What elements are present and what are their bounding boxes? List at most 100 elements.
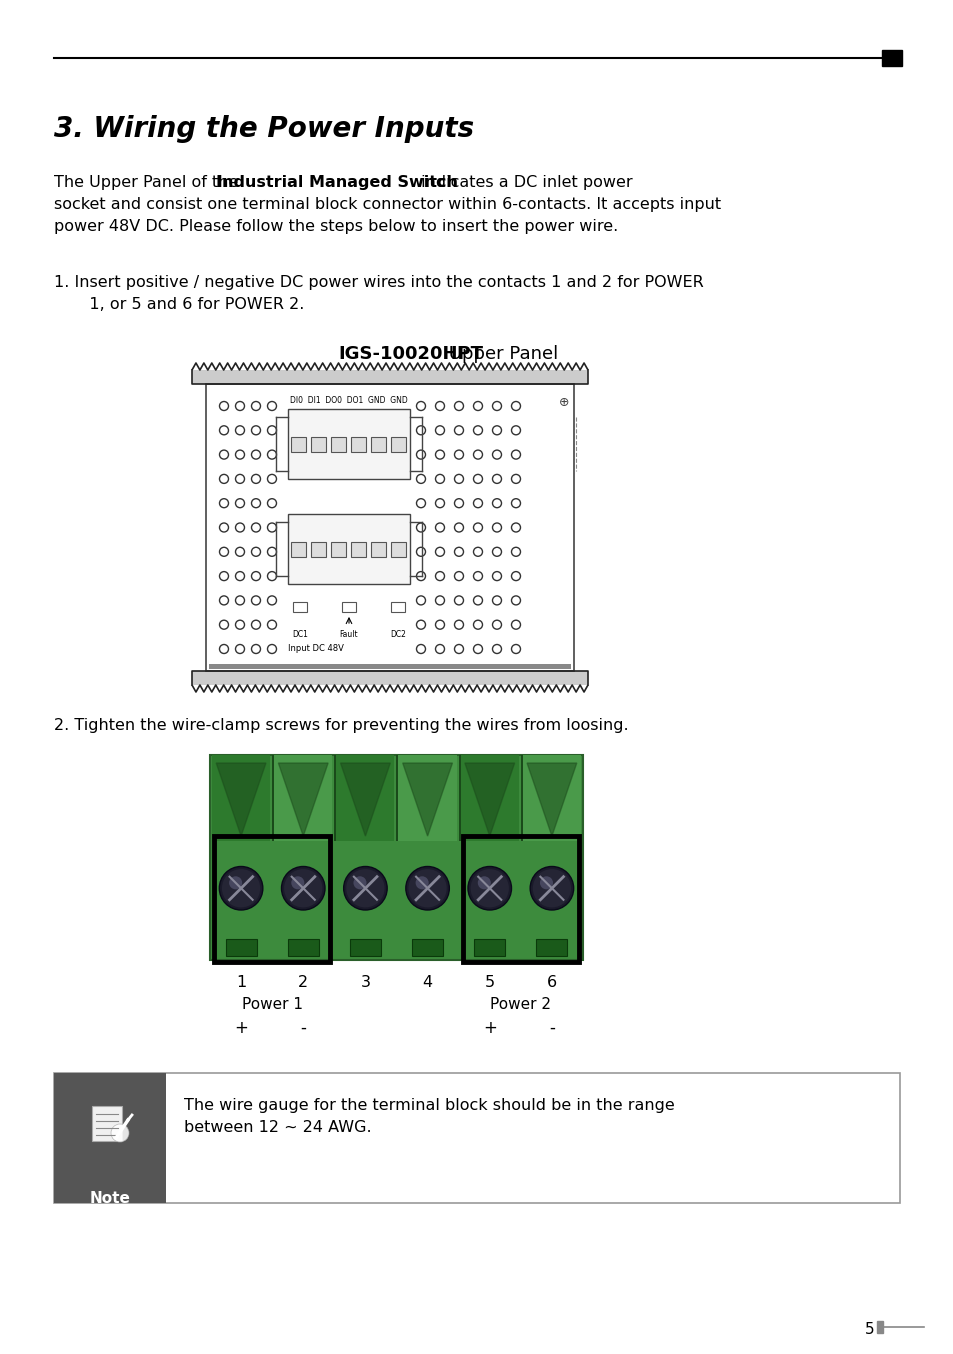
Circle shape	[229, 876, 242, 890]
Circle shape	[291, 876, 304, 890]
Bar	[292, 436, 306, 451]
Text: 6: 6	[546, 975, 557, 990]
Circle shape	[435, 596, 444, 605]
Circle shape	[511, 620, 520, 630]
Bar	[288, 409, 410, 479]
Bar	[396, 756, 398, 841]
Bar	[474, 940, 505, 956]
Bar	[209, 663, 571, 669]
Circle shape	[252, 474, 260, 483]
Circle shape	[219, 498, 229, 508]
Polygon shape	[402, 764, 452, 837]
Circle shape	[235, 523, 244, 532]
Circle shape	[435, 498, 444, 508]
Text: -: -	[300, 1020, 306, 1037]
Polygon shape	[278, 764, 328, 837]
Text: 2: 2	[298, 975, 308, 990]
Circle shape	[235, 450, 244, 459]
Text: +: +	[233, 1020, 248, 1037]
Text: Industrial Managed Switch: Industrial Managed Switch	[215, 175, 457, 190]
Text: ⊕: ⊕	[558, 395, 569, 409]
Circle shape	[511, 596, 520, 605]
Circle shape	[473, 547, 482, 556]
Circle shape	[454, 645, 463, 654]
Circle shape	[267, 523, 276, 532]
Text: 3: 3	[360, 975, 370, 990]
Bar	[458, 756, 460, 841]
Bar	[341, 603, 355, 612]
Circle shape	[408, 869, 446, 907]
Circle shape	[235, 645, 244, 654]
Text: between 12 ~ 24 AWG.: between 12 ~ 24 AWG.	[184, 1120, 372, 1135]
Bar	[350, 940, 380, 956]
Circle shape	[492, 645, 501, 654]
Text: Power 2: Power 2	[490, 997, 551, 1011]
Circle shape	[252, 645, 260, 654]
Text: DI0  DI1  DO0  DO1  GND  GND: DI0 DI1 DO0 DO1 GND GND	[290, 395, 408, 405]
Circle shape	[492, 450, 501, 459]
Circle shape	[267, 450, 276, 459]
Circle shape	[511, 523, 520, 532]
Circle shape	[252, 571, 260, 581]
Bar	[293, 603, 307, 612]
Circle shape	[267, 474, 276, 483]
Text: Fault: Fault	[339, 630, 358, 639]
Text: +: +	[482, 1020, 497, 1037]
Circle shape	[416, 523, 425, 532]
Text: 4: 4	[422, 975, 433, 990]
Circle shape	[219, 450, 229, 459]
Circle shape	[416, 620, 425, 630]
Bar	[331, 542, 346, 556]
Bar	[192, 672, 587, 685]
Circle shape	[511, 571, 520, 581]
Bar	[225, 940, 256, 956]
Circle shape	[477, 876, 491, 890]
Circle shape	[454, 620, 463, 630]
Bar	[412, 940, 442, 956]
Bar	[462, 837, 578, 961]
Circle shape	[492, 571, 501, 581]
Circle shape	[111, 1124, 129, 1141]
Circle shape	[435, 474, 444, 483]
Circle shape	[343, 867, 387, 910]
Circle shape	[252, 523, 260, 532]
Text: socket and consist one terminal block connector within 6-contacts. It accepts in: socket and consist one terminal block co…	[54, 196, 720, 213]
Text: 1: 1	[235, 975, 246, 990]
Text: -: -	[548, 1020, 555, 1037]
Circle shape	[267, 498, 276, 508]
Circle shape	[435, 620, 444, 630]
Circle shape	[219, 547, 229, 556]
Circle shape	[219, 620, 229, 630]
Circle shape	[435, 547, 444, 556]
Bar	[54, 1072, 899, 1202]
Polygon shape	[526, 764, 577, 837]
Bar	[91, 1106, 122, 1141]
Bar	[398, 756, 456, 841]
Bar	[351, 436, 366, 451]
Bar	[292, 542, 306, 556]
Circle shape	[252, 425, 260, 435]
Circle shape	[473, 498, 482, 508]
Bar	[288, 515, 410, 584]
Circle shape	[416, 547, 425, 556]
Circle shape	[454, 474, 463, 483]
Circle shape	[235, 571, 244, 581]
Circle shape	[235, 474, 244, 483]
Text: 3. Wiring the Power Inputs: 3. Wiring the Power Inputs	[54, 115, 474, 144]
Circle shape	[473, 645, 482, 654]
Bar	[882, 50, 901, 66]
Bar	[371, 542, 386, 556]
Circle shape	[219, 474, 229, 483]
Text: 5: 5	[484, 975, 495, 990]
Circle shape	[468, 867, 511, 910]
Bar	[334, 756, 336, 841]
Circle shape	[284, 869, 322, 907]
Bar	[391, 436, 406, 451]
Text: IGS-10020HPT: IGS-10020HPT	[337, 345, 482, 363]
Circle shape	[473, 402, 482, 410]
Circle shape	[492, 620, 501, 630]
Polygon shape	[216, 764, 266, 837]
Bar	[536, 940, 567, 956]
Circle shape	[511, 450, 520, 459]
Circle shape	[454, 402, 463, 410]
